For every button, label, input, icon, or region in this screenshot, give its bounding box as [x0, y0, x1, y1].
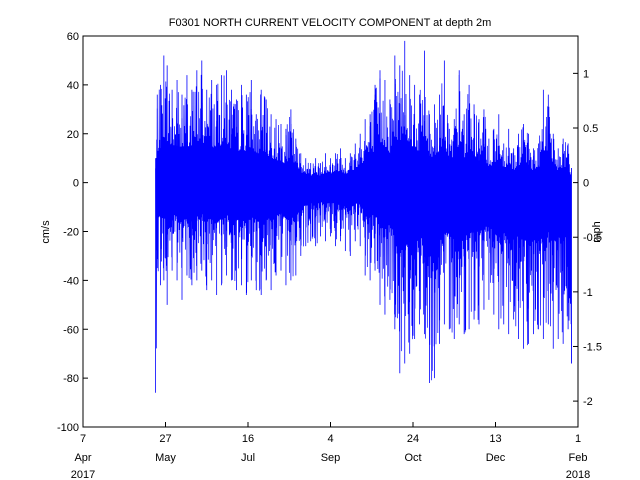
x-axis: 7 Apr 2017 27 May 16 Jul 4 Sep 24 Oct 13 Dec 1 Feb 2018 [71, 422, 590, 480]
x-tick-day: 1 [575, 433, 581, 445]
y-tick-label: -20 [63, 227, 79, 239]
x-tick-month: May [155, 452, 176, 464]
y-tick-label: 0 [73, 178, 79, 190]
y-tick-label: -80 [63, 373, 79, 385]
left-y-axis: -100 -80 -60 -40 -20 0 20 40 60 [57, 31, 88, 434]
y-axis-label-right: mph [591, 221, 603, 242]
y-tick-label: 40 [67, 80, 79, 92]
right-y-axis: -2 -1.5 -1 -0.5 0 0.5 1 [573, 68, 602, 408]
x-tick-month: Jul [241, 452, 255, 464]
velocity-series-line [155, 70, 572, 381]
y-tick-label-right: -0.5 [583, 232, 602, 244]
y-tick-label: -60 [63, 324, 79, 336]
x-tick-month: Sep [321, 452, 341, 464]
x-tick-day: 24 [407, 433, 419, 445]
x-tick-month: Feb [569, 452, 588, 464]
y-tick-label-right: -1 [583, 287, 593, 299]
x-tick-year: 2018 [566, 469, 590, 480]
y-tick-label-right: -1.5 [583, 341, 602, 353]
y-tick-label-right: -2 [583, 396, 593, 408]
y-tick-label-right: 0.5 [583, 123, 598, 135]
y-tick-label: -40 [63, 275, 79, 287]
x-tick-day: 7 [80, 433, 86, 445]
y-tick-label-right: 1 [583, 68, 589, 80]
x-tick-day: 4 [327, 433, 333, 445]
x-tick-day: 27 [159, 433, 171, 445]
y-tick-label: 60 [67, 31, 79, 43]
y-tick-label: 20 [67, 129, 79, 141]
x-tick-month: Dec [486, 452, 506, 464]
y-axis-label-left: cm/s [40, 220, 52, 244]
x-tick-year: 2017 [71, 469, 95, 480]
x-tick-month: Apr [74, 452, 91, 464]
x-tick-day: 16 [242, 433, 254, 445]
x-tick-month: Oct [404, 452, 421, 464]
chart-title: F0301 NORTH CURRENT VELOCITY COMPONENT a… [169, 17, 492, 29]
y-tick-label: -100 [57, 422, 79, 434]
data-layer [155, 40, 572, 393]
y-tick-label-right: 0 [583, 178, 589, 190]
x-tick-day: 13 [489, 433, 501, 445]
